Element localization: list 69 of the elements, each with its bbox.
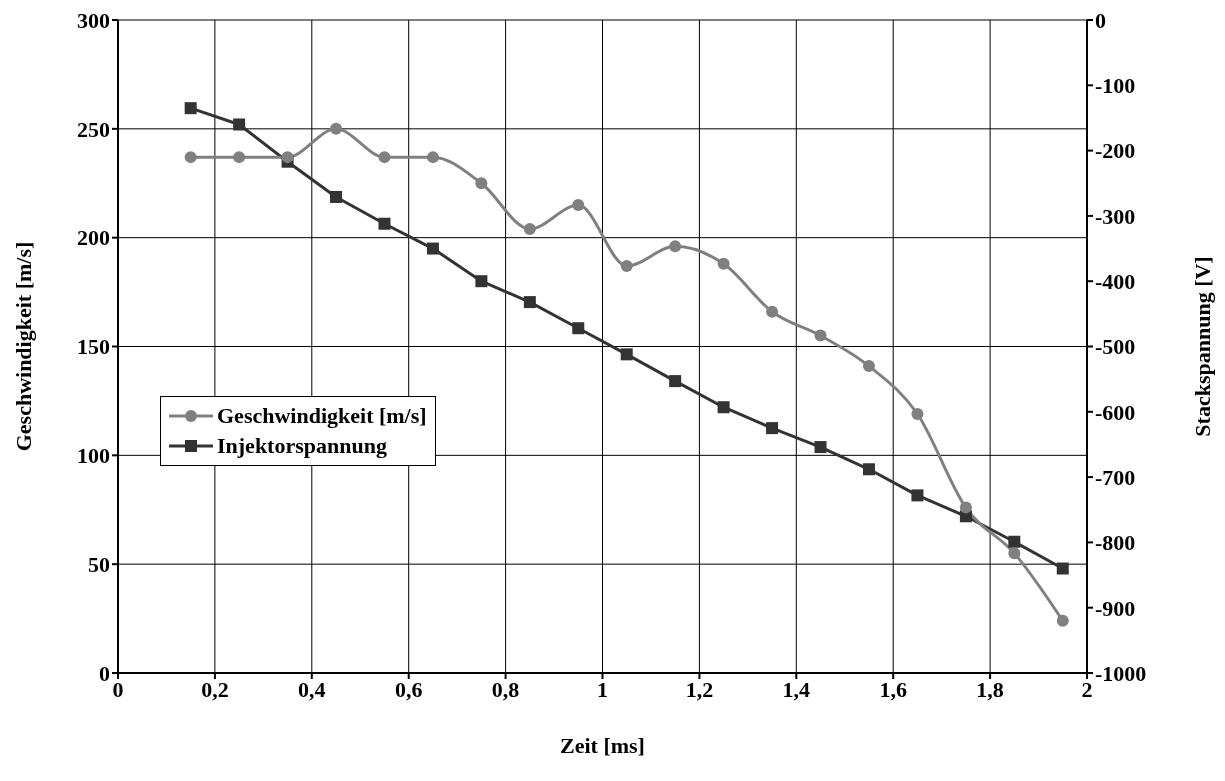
x-tick-label: 1 [597, 676, 608, 702]
x-tick-label: 0,8 [491, 676, 520, 702]
point [1056, 562, 1069, 575]
x-tick-label: 1,4 [782, 676, 811, 702]
point [475, 177, 488, 190]
point [572, 199, 585, 212]
point [669, 375, 682, 388]
legend-label: Injektorspannung [217, 432, 387, 460]
point [766, 422, 779, 435]
point [862, 463, 875, 476]
point [717, 257, 730, 270]
y2-tick-label: -200 [1095, 138, 1136, 164]
point [911, 489, 924, 502]
point [184, 102, 197, 115]
point [475, 275, 488, 288]
x-tick-label: 1,6 [879, 676, 907, 702]
y2-tick-label: -700 [1095, 464, 1136, 490]
y2-tick-label: -900 [1095, 595, 1136, 621]
point [233, 118, 246, 131]
y2-tick-label: -600 [1095, 399, 1136, 425]
y-tick-label: 200 [77, 225, 110, 251]
point [523, 296, 536, 309]
y2-tick-label: -800 [1095, 530, 1136, 556]
y2-tick-label: -300 [1095, 203, 1136, 229]
y-tick-label: 150 [77, 334, 110, 360]
point [717, 401, 730, 414]
point [814, 441, 827, 454]
point [281, 151, 294, 164]
point [620, 348, 633, 361]
point [1008, 547, 1021, 560]
y-tick-label: 300 [77, 7, 110, 33]
point [669, 240, 682, 253]
point [766, 305, 779, 318]
x-tick-label: 0,4 [298, 676, 326, 702]
point [378, 217, 391, 230]
x-tick-label: 0,2 [201, 676, 229, 702]
point [911, 407, 924, 420]
point [814, 329, 827, 342]
y2-axis-title: Stackspannung [V] [1189, 256, 1215, 437]
point [330, 190, 343, 203]
point [959, 501, 972, 514]
point [233, 151, 246, 164]
point [1056, 614, 1069, 627]
x-tick-label: 1,8 [976, 676, 1004, 702]
x-tick-label: 1,2 [685, 676, 714, 702]
y2-tick-label: -500 [1095, 334, 1136, 360]
point [330, 122, 343, 135]
y-tick-label: 250 [77, 116, 110, 142]
point [378, 151, 391, 164]
point [426, 151, 439, 164]
x-axis-title: Zeit [ms] [560, 733, 645, 758]
y2-tick-label: -100 [1095, 73, 1136, 99]
y-tick-label: 0 [99, 660, 110, 686]
point [862, 360, 875, 373]
legend-label: Geschwindigkeit [m/s] [217, 402, 427, 430]
x-tick-label: 0,6 [394, 676, 423, 702]
point [620, 259, 633, 272]
x-tick-label: 2 [1081, 676, 1093, 702]
point [426, 242, 439, 255]
y-axis-title: Geschwindigkeit [m/s] [10, 241, 36, 452]
y-tick-label: 100 [77, 443, 110, 469]
point [1008, 535, 1021, 548]
point [523, 222, 536, 235]
y2-tick-label: -1000 [1095, 660, 1147, 686]
y2-tick-label: 0 [1095, 7, 1106, 33]
point [572, 322, 585, 335]
y2-tick-label: -400 [1095, 269, 1136, 295]
y-tick-label: 50 [88, 551, 110, 577]
point [184, 151, 197, 164]
